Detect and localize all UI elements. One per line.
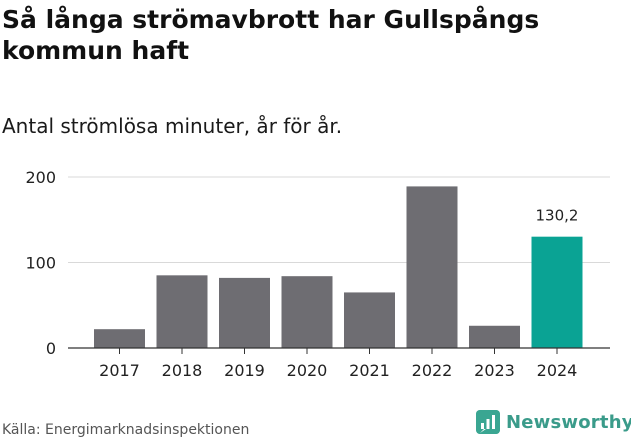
bar-2021: [344, 292, 395, 348]
bar-2023: [469, 325, 520, 348]
brand-logo: Newsworthy: [476, 408, 631, 436]
bar-2019: [219, 277, 270, 348]
y-tick-label-200: 200: [25, 168, 56, 187]
bar-2018: [156, 275, 208, 348]
x-tick-label-2023: 2023: [474, 361, 515, 380]
data-label-2024: 130,2: [536, 207, 579, 225]
y-tick-label-100: 100: [25, 254, 56, 273]
x-tick-label-2017: 2017: [99, 361, 140, 380]
y-tick-label-0: 0: [46, 339, 56, 358]
bar-2024: [531, 236, 583, 348]
bar-2020: [281, 276, 333, 348]
x-tick-label-2021: 2021: [349, 361, 390, 380]
x-tick-label-2019: 2019: [224, 361, 265, 380]
bar-2017: [94, 329, 145, 348]
x-tick-label-2024: 2024: [537, 361, 578, 380]
x-tick-label-2020: 2020: [287, 361, 328, 380]
x-tick-label-2018: 2018: [162, 361, 203, 380]
source-note: Källa: Energimarknadsinspektionen: [2, 422, 250, 438]
newsworthy-logo-icon: [476, 410, 500, 434]
x-tick-label-2022: 2022: [412, 361, 453, 380]
chart-title: Så långa strömavbrott har Gullspångs kom…: [2, 5, 540, 65]
chart-subtitle: Antal strömlösa minuter, år för år.: [2, 114, 343, 138]
brand-name: Newsworthy: [506, 411, 631, 433]
bar-2022: [406, 186, 458, 348]
